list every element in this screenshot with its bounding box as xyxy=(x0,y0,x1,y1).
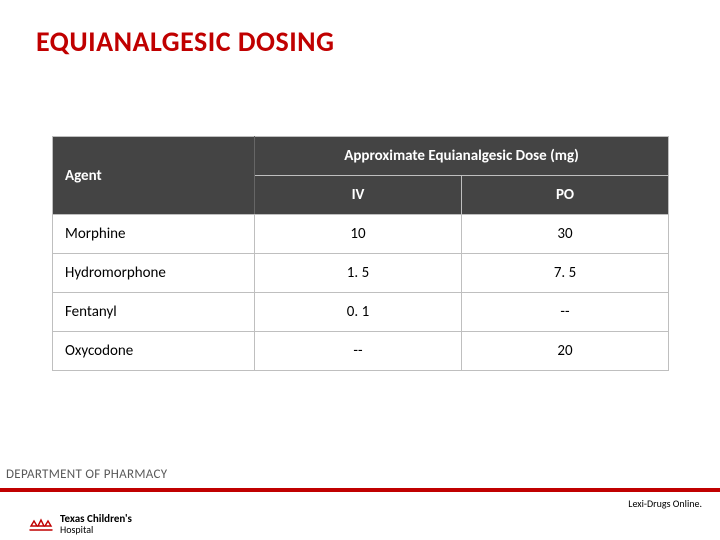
table-row: Fentanyl 0. 1 -- xyxy=(53,293,669,332)
equianalgesic-table: Agent Approximate Equianalgesic Dose (mg… xyxy=(52,136,668,371)
citation-text: Lexi-Drugs Online. xyxy=(628,497,702,510)
hospital-logo: Texas Children's Hospital xyxy=(28,513,132,536)
table-row: Hydromorphone 1. 5 7. 5 xyxy=(53,254,669,293)
po-dose: 7. 5 xyxy=(462,254,669,293)
iv-dose: -- xyxy=(255,332,462,371)
slide-title: EQUIANALGESIC DOSING xyxy=(36,24,334,59)
iv-dose: 10 xyxy=(255,215,462,254)
col-header-dose: Approximate Equianalgesic Dose (mg) xyxy=(255,137,669,176)
col-header-iv: IV xyxy=(255,176,462,215)
agent-name: Fentanyl xyxy=(53,293,255,332)
po-dose: 20 xyxy=(462,332,669,371)
col-header-agent: Agent xyxy=(53,137,255,215)
logo-icon xyxy=(28,514,54,534)
table-row: Morphine 10 30 xyxy=(53,215,669,254)
iv-dose: 0. 1 xyxy=(255,293,462,332)
agent-name: Hydromorphone xyxy=(53,254,255,293)
logo-line2: Hospital xyxy=(60,523,93,536)
logo-text: Texas Children's Hospital xyxy=(60,513,132,536)
po-dose: -- xyxy=(462,293,669,332)
dose-table: Agent Approximate Equianalgesic Dose (mg… xyxy=(52,136,669,371)
agent-name: Oxycodone xyxy=(53,332,255,371)
col-header-po: PO xyxy=(462,176,669,215)
department-label: DEPARTMENT OF PHARMACY xyxy=(6,467,167,482)
po-dose: 30 xyxy=(462,215,669,254)
table-row: Oxycodone -- 20 xyxy=(53,332,669,371)
iv-dose: 1. 5 xyxy=(255,254,462,293)
footer-rule xyxy=(0,488,720,492)
agent-name: Morphine xyxy=(53,215,255,254)
